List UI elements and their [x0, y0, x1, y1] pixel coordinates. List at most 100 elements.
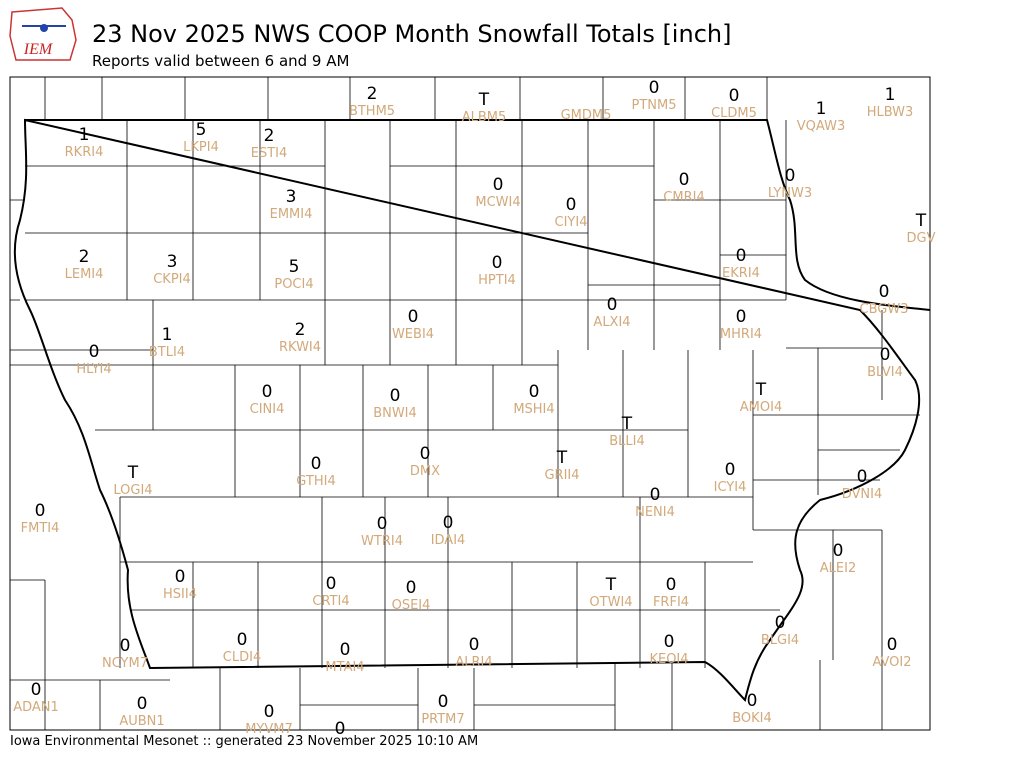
station-id: ADAN1 — [13, 700, 59, 715]
station-value: 0 — [443, 513, 454, 533]
station-value: 0 — [887, 635, 898, 655]
station-value: 3 — [286, 187, 297, 207]
station-value: T — [755, 380, 767, 400]
station-value: 1 — [885, 85, 896, 105]
station-id: MHRI4 — [720, 327, 762, 342]
station-value: T — [556, 448, 568, 468]
station-id: MTAI4 — [325, 660, 364, 675]
station-id: HSII4 — [163, 587, 197, 602]
station-id: KEOI4 — [649, 652, 688, 667]
station-id: GRII4 — [544, 468, 579, 483]
station-value: 0 — [880, 345, 891, 365]
county-lines — [10, 77, 920, 730]
station-value: T — [127, 463, 139, 483]
station-id: CMRI4 — [663, 190, 704, 205]
station-value: 0 — [725, 460, 736, 480]
station-value: 0 — [607, 295, 618, 315]
station-value: 0 — [35, 501, 46, 521]
station-value: 0 — [390, 386, 401, 406]
station-value: 0 — [679, 170, 690, 190]
station-id: AMOI4 — [740, 400, 782, 415]
station-value: 0 — [406, 578, 417, 598]
station-value: 0 — [747, 691, 758, 711]
station-value: 5 — [289, 257, 300, 277]
station-value: 2 — [264, 126, 275, 146]
station-id: CBGW3 — [860, 302, 909, 317]
station-id: LEMI4 — [65, 267, 104, 282]
station-id: ALXI4 — [593, 315, 630, 330]
footer: Iowa Environmental Mesonet :: generated … — [10, 734, 478, 749]
station-id: ALBM5 — [462, 110, 507, 125]
station-id: OTWI4 — [589, 595, 632, 610]
station-id: AUBN1 — [119, 714, 164, 729]
station-id: CIYI4 — [555, 215, 588, 230]
station-value: T — [915, 211, 927, 231]
station-value: T — [605, 575, 617, 595]
station-id: NCYM7 — [102, 656, 148, 671]
station-id: BTHM5 — [349, 104, 395, 119]
station-value: 0 — [650, 485, 661, 505]
station-value: 0 — [775, 613, 786, 633]
station-value: 0 — [566, 195, 577, 215]
title: 23 Nov 2025 NWS COOP Month Snowfall Tota… — [92, 20, 731, 48]
station-value: 0 — [529, 382, 540, 402]
logo-text: IEM — [23, 41, 54, 58]
station-id: FMTI4 — [21, 521, 60, 536]
station-id: GMDM5 — [561, 108, 612, 123]
station-value: 0 — [120, 636, 131, 656]
station-value: 0 — [736, 307, 747, 327]
station-value: 0 — [833, 541, 844, 561]
station-value: 2 — [367, 84, 378, 104]
station-value: 3 — [167, 252, 178, 272]
station-value: 0 — [137, 694, 148, 714]
station-id: GTHI4 — [296, 474, 335, 489]
station-id: HPTI4 — [478, 273, 516, 288]
station-value: 0 — [237, 630, 248, 650]
logo-dot — [40, 24, 48, 32]
station-value: 0 — [420, 444, 431, 464]
logo: IEM — [9, 7, 77, 61]
station-id: LOGI4 — [113, 483, 152, 498]
station-value: 0 — [408, 307, 419, 327]
station-id: ICYI4 — [714, 480, 747, 495]
station-value: T — [478, 90, 490, 110]
station-value: 2 — [295, 320, 306, 340]
station-value: 0 — [438, 692, 449, 712]
station-id: WEBI4 — [392, 327, 434, 342]
station-id: BNWI4 — [373, 406, 417, 421]
station-id: EMMI4 — [270, 207, 313, 222]
station-id: BOKI4 — [732, 711, 772, 726]
station-id: MSHI4 — [513, 402, 554, 417]
station-value: 0 — [857, 467, 868, 487]
station-value: 0 — [377, 514, 388, 534]
station-id: ALEI2 — [820, 561, 856, 576]
station-value: 0 — [335, 719, 346, 739]
station-value: 0 — [326, 574, 337, 594]
station-id: BLVI4 — [867, 365, 903, 380]
station-id: HLBW3 — [867, 105, 914, 120]
station-id: NENI4 — [635, 505, 675, 520]
station-value: 0 — [469, 635, 480, 655]
station-value: 0 — [785, 166, 796, 186]
station-id: HLYI4 — [76, 362, 111, 377]
station-id: BLLI4 — [609, 434, 645, 449]
station-id: FRFI4 — [653, 595, 689, 610]
station-value: 0 — [264, 702, 275, 722]
station-id: WTRI4 — [361, 534, 403, 549]
station-value: 0 — [492, 253, 503, 273]
station-id: EKRI4 — [722, 266, 760, 281]
station-id: PRTM7 — [421, 712, 464, 727]
station-id: BLGI4 — [761, 633, 799, 648]
station-value: 1 — [816, 99, 827, 119]
map-frame — [9, 76, 931, 731]
station-value: 0 — [649, 78, 660, 98]
station-id: CRTI4 — [312, 594, 349, 609]
station-id: MCWI4 — [475, 195, 520, 210]
station-value: 1 — [79, 125, 90, 145]
station-id: ESTI4 — [251, 146, 288, 161]
iowa-border — [13, 118, 931, 702]
subtitle: Reports valid between 6 and 9 AM — [92, 52, 349, 70]
station-id: AVOI2 — [872, 655, 911, 670]
